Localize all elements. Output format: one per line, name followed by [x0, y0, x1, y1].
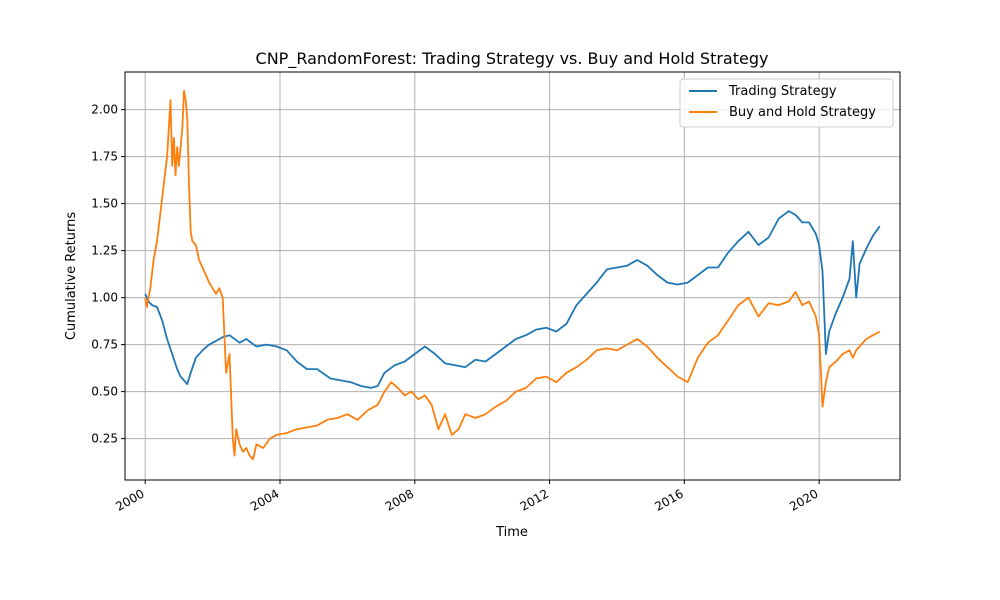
- x-axis-label: Time: [495, 525, 528, 540]
- y-axis-label: Cumulative Returns: [64, 212, 79, 340]
- y-tick-label: 1.00: [91, 291, 118, 305]
- plot-frame: [124, 71, 901, 481]
- legend-label-buy-and-hold-strategy: Buy and Hold Strategy: [729, 105, 876, 120]
- chart-title: CNP_RandomForest: Trading Strategy vs. B…: [256, 49, 769, 69]
- y-tick-label: 0.50: [91, 385, 118, 399]
- series-line-buy-and-hold-strategy: [144, 89, 881, 461]
- series-line-trading-strategy: [144, 210, 881, 389]
- legend-label-trading-strategy: Trading Strategy: [728, 84, 837, 99]
- legend-box: [679, 78, 894, 128]
- series-lines: [144, 89, 881, 461]
- y-tick-label: 2.00: [91, 103, 118, 117]
- y-axis-ticks: 0.25 0.50 0.75 1.00 1.25 1.50 1.75 2.00: [91, 103, 125, 446]
- y-tick-label: 1.75: [91, 150, 118, 164]
- y-tick-label: 0.25: [91, 432, 118, 446]
- y-tick-label: 1.50: [91, 197, 118, 211]
- y-tick-label: 1.25: [91, 244, 118, 258]
- y-tick-label: 0.75: [91, 338, 118, 352]
- legend: Trading Strategy Buy and Hold Strategy: [679, 78, 894, 128]
